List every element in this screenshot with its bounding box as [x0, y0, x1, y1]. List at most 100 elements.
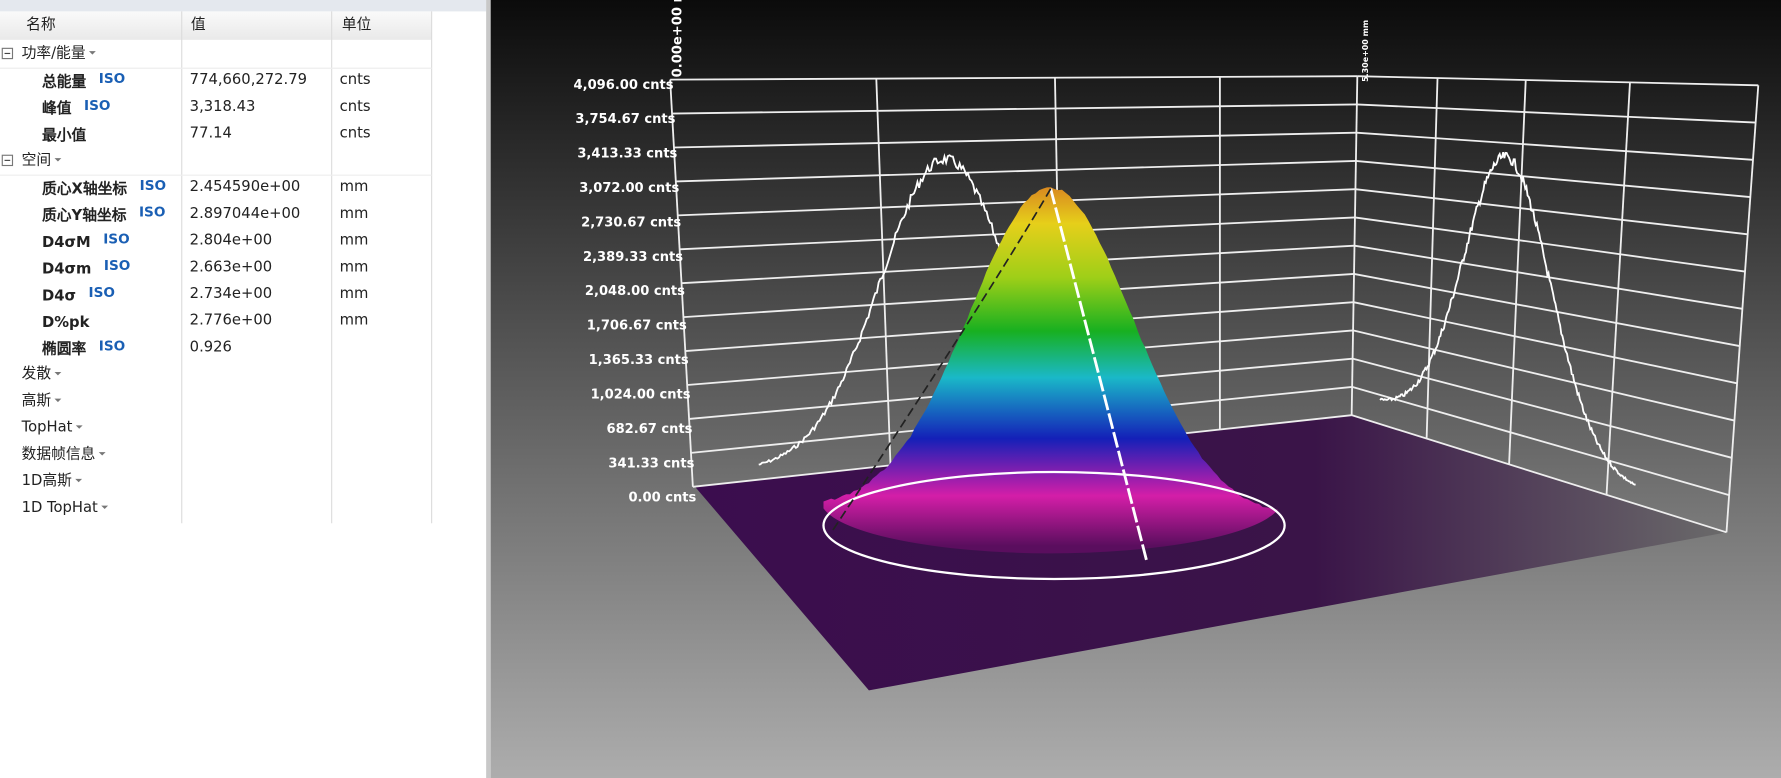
property-name: 总能量	[42, 72, 87, 90]
property-value: 2.776e+00	[190, 312, 272, 329]
z-axis-label: 2,730.67 cnts	[581, 215, 681, 230]
column-header: 单位	[342, 16, 372, 33]
dropdown-arrow	[75, 425, 83, 429]
property-unit: mm	[340, 205, 369, 222]
group-name[interactable]: TopHat	[21, 419, 73, 436]
group-name[interactable]: 高斯	[22, 392, 52, 409]
iso-badge: ISO	[104, 258, 130, 274]
grid-line	[673, 131, 1357, 149]
grid-line	[672, 103, 1357, 115]
y-axis-label: 5.30e+00 mm	[1361, 20, 1370, 82]
z-axis-label: 3,072.00 cnts	[579, 181, 679, 196]
wall-grid	[669, 75, 1760, 534]
z-axis-label: 682.67 cnts	[607, 422, 693, 437]
grid-line	[677, 188, 1356, 217]
grid-line	[875, 78, 892, 466]
dropdown-arrow	[75, 478, 83, 483]
property-name: D%pk	[42, 314, 91, 331]
property-name: D4σ	[42, 287, 76, 304]
cross-section-line	[830, 188, 1052, 533]
grid-line	[1725, 85, 1760, 533]
iso-badge: ISO	[89, 285, 115, 301]
z-axis-label: 1,706.67 cnts	[587, 319, 687, 334]
property-name: 质心X轴坐标	[42, 179, 127, 197]
grid-line	[1350, 76, 1359, 416]
property-value: 2.454590e+00	[190, 178, 301, 195]
z-axis-label: 4,096.00 cnts	[574, 78, 674, 93]
property-name: D4σM	[42, 234, 91, 251]
property-unit: mm	[340, 178, 369, 195]
grid-line	[1353, 301, 1738, 385]
z-axis-label: 2,389.33 cnts	[583, 250, 683, 265]
splitter[interactable]	[486, 0, 491, 778]
property-name: 最小值	[42, 126, 87, 144]
property-unit: mm	[340, 258, 369, 275]
property-unit: cnts	[340, 125, 371, 142]
grid-line	[669, 79, 694, 487]
z-axis-label: 1,365.33 cnts	[589, 353, 689, 368]
property-unit: mm	[340, 312, 369, 329]
grid-line	[1425, 77, 1439, 439]
beam-width-ellipse	[822, 470, 1286, 581]
z-axis-label: 1,024.00 cnts	[591, 387, 691, 402]
property-value: 2.804e+00	[190, 232, 272, 249]
group-name[interactable]: 数据帧信息	[22, 445, 96, 462]
group-name[interactable]: 1D TopHat	[22, 499, 98, 516]
property-value: 77.14	[190, 125, 232, 142]
dropdown-arrow	[54, 371, 62, 376]
toolbar-strip	[0, 0, 487, 12]
group-name[interactable]: 功率/能量	[22, 44, 86, 61]
property-name: D4σm	[42, 261, 91, 278]
grid-line	[1351, 386, 1730, 496]
grid-line	[1356, 131, 1754, 161]
column-header: 名称	[26, 16, 56, 33]
grid-line	[1355, 160, 1751, 198]
z-axis-label: 3,413.33 cnts	[577, 147, 677, 162]
group-name[interactable]: 1D高斯	[22, 472, 72, 489]
iso-badge: ISO	[84, 98, 110, 114]
group-name[interactable]: 空间	[22, 151, 52, 168]
z-axis-label: 2,048.00 cnts	[585, 284, 685, 299]
dropdown-arrow	[88, 51, 96, 55]
grid-line	[1352, 357, 1733, 459]
property-name: 质心Y轴坐标	[42, 206, 127, 224]
grid-line	[1605, 82, 1631, 495]
x-axis-label: 0.00e+00 mm	[671, 0, 686, 77]
column-header: 值	[191, 16, 206, 33]
iso-badge: ISO	[99, 71, 125, 87]
z-axis-label: 0.00 cnts	[628, 491, 696, 506]
y-profile	[1379, 151, 1636, 486]
grid-line	[1351, 414, 1727, 534]
property-panel	[0, 0, 487, 778]
property-unit: cnts	[340, 98, 371, 115]
property-value: 3,318.43	[190, 98, 256, 115]
grid-line	[675, 160, 1356, 183]
grid-line	[1357, 75, 1759, 87]
dropdown-arrow	[54, 398, 62, 403]
iso-badge: ISO	[140, 178, 166, 194]
grid-line	[1352, 329, 1735, 422]
property-value: 774,660,272.79	[190, 71, 307, 88]
grid-line	[1508, 79, 1527, 465]
property-unit: cnts	[340, 71, 371, 88]
property-value: 2.734e+00	[190, 285, 272, 302]
z-axis-label: 341.33 cnts	[608, 456, 694, 471]
z-axis-label: 3,754.67 cnts	[575, 112, 675, 127]
grid-line	[670, 75, 1358, 81]
property-value: 2.897044e+00	[190, 205, 301, 222]
property-unit: mm	[340, 232, 369, 249]
property-name: 峰值	[42, 99, 72, 117]
property-value: 0.926	[190, 338, 232, 355]
gaussian-peak	[823, 187, 1278, 554]
table-header	[0, 11, 432, 40]
iso-badge: ISO	[103, 231, 129, 247]
grid-line	[1354, 216, 1746, 273]
cross-section-line	[1049, 188, 1149, 564]
iso-badge: ISO	[99, 338, 125, 354]
group-name[interactable]: 发散	[22, 365, 52, 382]
grid-line	[1355, 188, 1748, 236]
iso-badge: ISO	[139, 205, 165, 221]
property-unit: mm	[340, 285, 369, 302]
property-value: 2.663e+00	[190, 258, 272, 275]
